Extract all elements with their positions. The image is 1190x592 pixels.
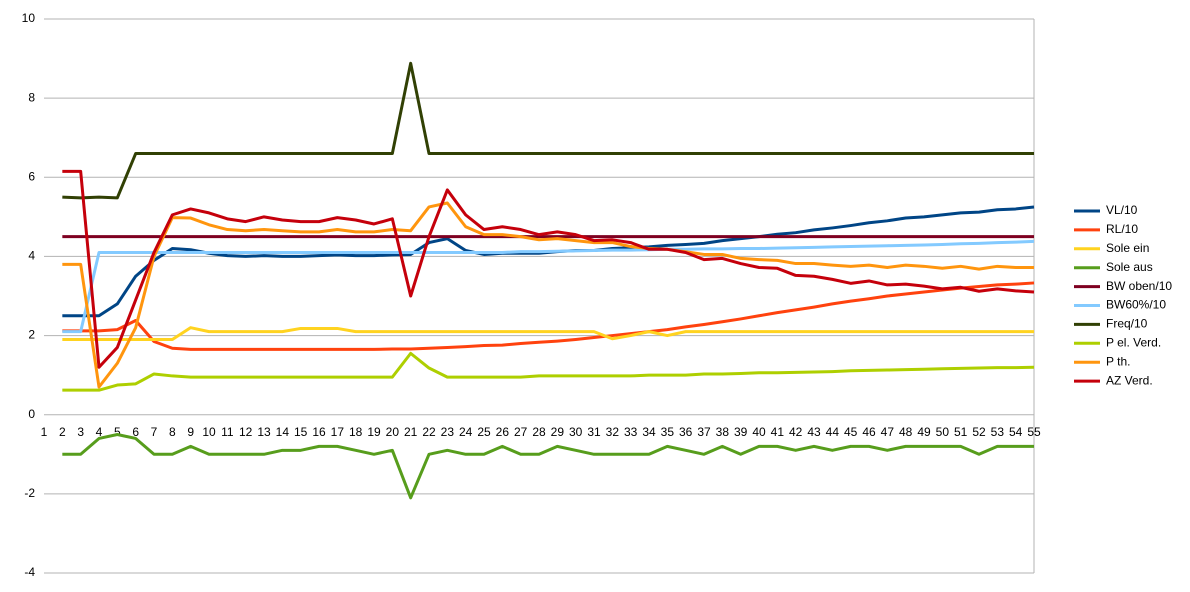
x-tick-label: 31 (587, 425, 601, 439)
legend-label: P th. (1106, 354, 1130, 368)
x-tick-label: 28 (532, 425, 546, 439)
y-tick-label: 0 (28, 407, 35, 421)
x-tick-label: 32 (606, 425, 620, 439)
legend-label: BW60%/10 (1106, 298, 1166, 312)
x-tick-label: 7 (151, 425, 158, 439)
x-tick-label: 55 (1027, 425, 1041, 439)
x-tick-label: 17 (331, 425, 345, 439)
legend-label: P el. Verd. (1106, 335, 1161, 349)
y-tick-label: 10 (22, 11, 36, 25)
x-tick-label: 43 (807, 425, 821, 439)
x-tick-label: 25 (477, 425, 491, 439)
x-tick-label: 8 (169, 425, 176, 439)
x-tick-label: 27 (514, 425, 528, 439)
x-tick-label: 5 (114, 425, 121, 439)
series-line (62, 239, 1035, 334)
x-tick-label: 10 (202, 425, 216, 439)
series-line (62, 326, 1034, 342)
x-tick-label: 37 (697, 425, 711, 439)
series-line (62, 351, 1035, 392)
x-tick-label: 2 (59, 425, 66, 439)
x-tick-label: 12 (239, 425, 253, 439)
y-tick-label: -2 (24, 486, 35, 500)
x-tick-label: 35 (661, 425, 675, 439)
x-tick-label: 13 (257, 425, 271, 439)
x-tick-label: 11 (221, 425, 234, 439)
series-line (62, 61, 1034, 200)
x-tick-label: 20 (386, 425, 400, 439)
x-tick-label: 22 (422, 425, 436, 439)
legend-label: Sole aus (1106, 260, 1153, 274)
series-line (62, 201, 1034, 389)
x-tick-label: 29 (551, 425, 565, 439)
x-tick-label: 41 (771, 425, 785, 439)
x-tick-label: 39 (734, 425, 748, 439)
x-tick-label: 42 (789, 425, 803, 439)
x-tick-label: 19 (367, 425, 381, 439)
y-tick-label: 4 (28, 249, 35, 263)
x-tick-label: 47 (881, 425, 895, 439)
x-tick-label: 21 (404, 425, 418, 439)
series-line (62, 169, 1035, 369)
x-tick-label: 23 (441, 425, 455, 439)
legend-label: VL/10 (1106, 203, 1138, 217)
x-tick-label: 52 (972, 425, 986, 439)
x-tick-label: 48 (899, 425, 913, 439)
y-tick-label: 6 (28, 169, 35, 183)
x-tick-label: 49 (917, 425, 931, 439)
x-tick-label: 54 (1009, 425, 1023, 439)
legend-label: Sole ein (1106, 241, 1149, 255)
x-tick-label: 33 (624, 425, 638, 439)
x-tick-label: 45 (844, 425, 858, 439)
x-tick-label: 38 (716, 425, 730, 439)
x-tick-label: 4 (96, 425, 103, 439)
x-tick-label: 6 (132, 425, 139, 439)
x-tick-label: 50 (936, 425, 950, 439)
x-tick-label: 1 (41, 425, 48, 439)
x-tick-label: 51 (954, 425, 968, 439)
legend-label: BW oben/10 (1106, 279, 1172, 293)
series-line (62, 433, 1034, 500)
x-tick-label: 26 (496, 425, 510, 439)
x-tick-label: 18 (349, 425, 363, 439)
series-line (62, 281, 1035, 351)
x-tick-label: 16 (312, 425, 326, 439)
x-tick-label: 36 (679, 425, 693, 439)
legend-label: RL/10 (1106, 222, 1138, 236)
x-tick-label: 44 (826, 425, 840, 439)
legend-label: AZ Verd. (1106, 373, 1153, 387)
x-tick-label: 24 (459, 425, 473, 439)
y-tick-label: -4 (24, 565, 35, 579)
legend-label: Freq/10 (1106, 317, 1148, 331)
x-tick-label: 53 (991, 425, 1005, 439)
y-tick-label: 2 (28, 328, 35, 342)
y-tick-label: 8 (28, 90, 35, 104)
x-tick-label: 46 (862, 425, 876, 439)
x-tick-label: 34 (642, 425, 656, 439)
x-tick-label: 3 (77, 425, 84, 439)
x-tick-label: 30 (569, 425, 583, 439)
x-tick-label: 9 (187, 425, 194, 439)
x-tick-label: 15 (294, 425, 308, 439)
x-tick-label: 40 (752, 425, 766, 439)
x-tick-label: 14 (276, 425, 290, 439)
